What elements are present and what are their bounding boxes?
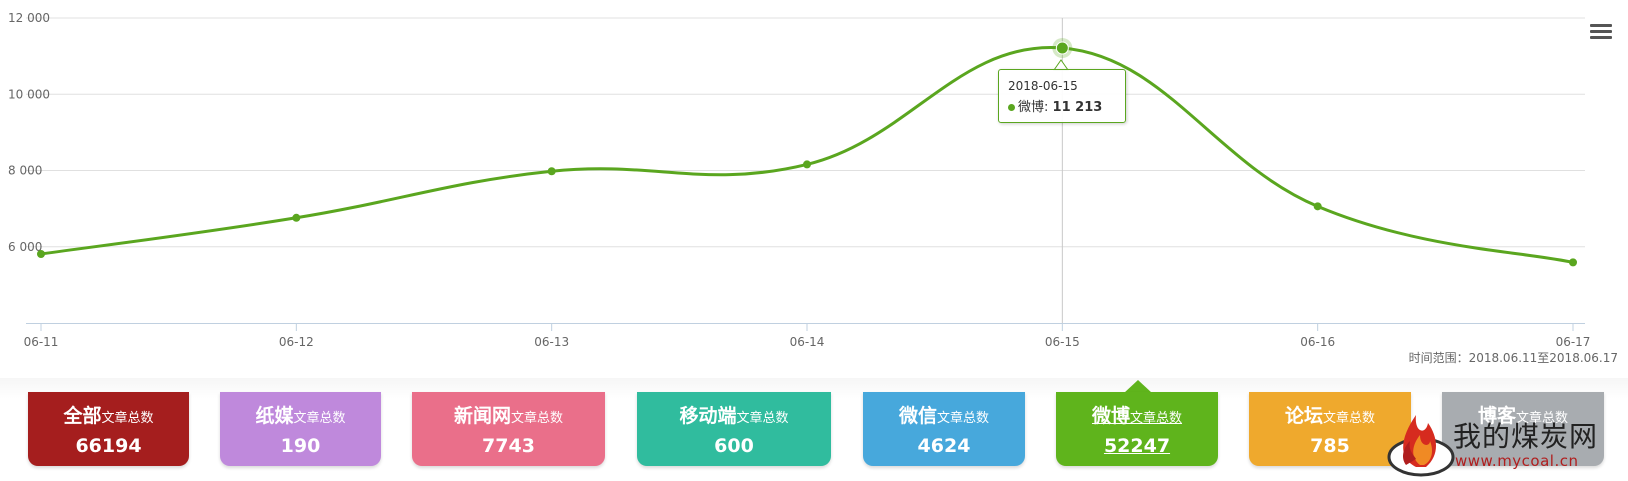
data-point xyxy=(803,160,811,169)
card-count: 52247 xyxy=(1103,435,1171,457)
card-name: 论坛 xyxy=(1284,405,1323,427)
logo-url: www.mycoal.cn xyxy=(1455,452,1579,470)
data-point xyxy=(292,213,301,222)
card-name: 纸媒 xyxy=(255,405,294,427)
y-tick-label: 10 000 xyxy=(8,87,50,101)
card-newspaper[interactable]: 纸媒文章总数 190 xyxy=(220,392,381,466)
tooltip-series-label: 微博: xyxy=(1018,100,1049,115)
y-tick-label: 12 000 xyxy=(8,11,50,25)
flame-logo-icon xyxy=(1387,415,1455,477)
line-chart: 6 000 8 000 10 000 12 000 06-11 06-12 06-13 06-… xyxy=(8,11,1591,349)
card-subtitle: 文章总数 xyxy=(1130,411,1183,426)
data-point xyxy=(1313,202,1322,211)
x-tick-label: 06-11 xyxy=(24,335,59,349)
card-count: 66194 xyxy=(75,435,142,457)
card-count: 7743 xyxy=(482,435,535,457)
card-name: 移动端 xyxy=(679,405,737,427)
time-range-text: 时间范围：2018.06.11至2018.06.17 xyxy=(1408,351,1618,365)
x-tick-label: 06-12 xyxy=(279,335,314,349)
card-count: 600 xyxy=(714,435,754,457)
active-card-pointer xyxy=(1124,380,1152,393)
card-subtitle: 文章总数 xyxy=(1516,411,1569,426)
tooltip-value: 11 213 xyxy=(1052,100,1103,115)
site-logo: 我的煤炭网 www.mycoal.cn xyxy=(1386,405,1628,481)
x-tick-label: 06-15 xyxy=(1045,335,1080,349)
card-name: 微信 xyxy=(898,405,937,427)
card-weibo[interactable]: 微博文章总数 52247 xyxy=(1056,392,1218,466)
y-tick-label: 8 000 xyxy=(8,164,42,178)
card-subtitle: 文章总数 xyxy=(736,411,789,426)
y-tick-label: 6 000 xyxy=(8,240,42,254)
card-name: 全部 xyxy=(63,405,102,427)
card-all[interactable]: 全部文章总数 66194 xyxy=(28,392,189,466)
card-subtitle: 文章总数 xyxy=(511,411,564,426)
card-count: 4624 xyxy=(917,435,971,457)
tooltip-row: 微博: 11 213 xyxy=(1008,96,1102,115)
series-line-weibo xyxy=(40,46,1574,264)
chart-tooltip: 2018-06-15 微博: 11 213 xyxy=(998,69,1126,123)
hamburger-menu-icon[interactable] xyxy=(1590,24,1612,42)
card-subtitle: 文章总数 xyxy=(1323,411,1376,426)
card-subtitle: 文章总数 xyxy=(293,411,346,426)
data-point xyxy=(1055,41,1069,55)
card-subtitle: 文章总数 xyxy=(101,411,154,426)
card-wechat[interactable]: 微信文章总数 4624 xyxy=(863,392,1025,466)
x-tick-label: 06-16 xyxy=(1300,335,1335,349)
x-tick-label: 06-14 xyxy=(790,335,825,349)
x-tick-label: 06-17 xyxy=(1556,335,1591,349)
tooltip-date: 2018-06-15 xyxy=(1008,79,1078,93)
card-count: 190 xyxy=(280,435,321,457)
card-count: 785 xyxy=(1310,435,1350,457)
card-subtitle: 文章总数 xyxy=(937,411,990,426)
data-point xyxy=(547,167,556,176)
data-point xyxy=(37,249,45,258)
card-news-web[interactable]: 新闻网文章总数 7743 xyxy=(412,392,605,466)
data-point xyxy=(1569,258,1577,267)
tooltip-series-dot xyxy=(1008,104,1015,111)
card-forum[interactable]: 论坛文章总数 785 xyxy=(1249,392,1411,466)
card-mobile[interactable]: 移动端文章总数 600 xyxy=(637,392,831,466)
card-name: 微博 xyxy=(1091,405,1130,427)
card-name: 博客 xyxy=(1477,405,1516,427)
card-name: 新闻网 xyxy=(453,405,511,427)
logo-text: 我的煤炭网 xyxy=(1453,420,1599,453)
card-blog[interactable]: 博客文章总数 xyxy=(1442,392,1604,466)
x-tick-label: 06-13 xyxy=(534,335,569,349)
chart-panel: 6 000 8 000 10 000 12 000 06-11 06-12 06-13 06-… xyxy=(8,11,1618,365)
